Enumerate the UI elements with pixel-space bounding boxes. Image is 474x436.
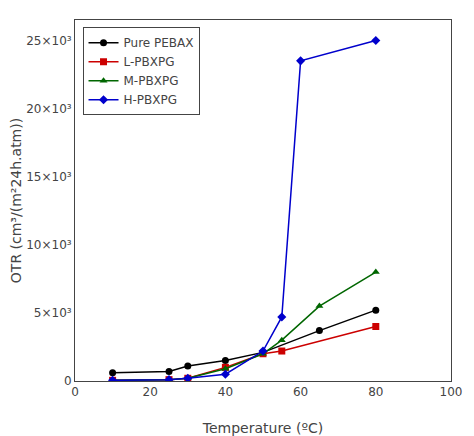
svg-text:Pure PEBAX: Pure PEBAX xyxy=(124,36,194,50)
svg-text:100: 100 xyxy=(440,385,463,399)
svg-text:0: 0 xyxy=(71,385,79,399)
svg-text:10×10³: 10×10³ xyxy=(26,238,72,252)
svg-text:Temperature (ºC): Temperature (ºC) xyxy=(202,420,323,436)
svg-text:5×10³: 5×10³ xyxy=(34,306,72,320)
svg-text:40: 40 xyxy=(218,385,233,399)
svg-text:L-PBXPG: L-PBXPG xyxy=(124,55,175,69)
svg-text:20: 20 xyxy=(143,385,158,399)
svg-text:H-PBXPG: H-PBXPG xyxy=(124,93,178,107)
svg-text:OTR (cm³/(m²24h.atm)): OTR (cm³/(m²24h.atm)) xyxy=(8,118,24,283)
svg-text:20×10³: 20×10³ xyxy=(26,102,72,116)
svg-text:0: 0 xyxy=(64,374,72,388)
svg-text:60: 60 xyxy=(293,385,308,399)
svg-text:80: 80 xyxy=(368,385,383,399)
svg-text:25×10³: 25×10³ xyxy=(26,34,72,48)
svg-text:M-PBXPG: M-PBXPG xyxy=(124,74,179,88)
svg-text:15×10³: 15×10³ xyxy=(26,170,72,184)
